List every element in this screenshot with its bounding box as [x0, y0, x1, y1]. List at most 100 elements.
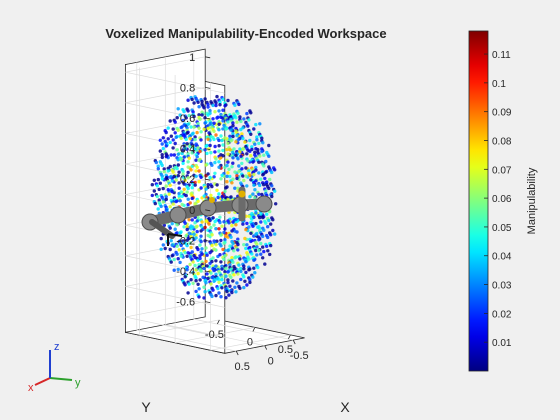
voxel-point [225, 163, 229, 168]
voxel-point [182, 241, 186, 245]
voxel-point [209, 151, 213, 155]
voxel-point [230, 165, 234, 169]
voxel-point [259, 212, 263, 216]
voxel-point [233, 285, 237, 289]
voxel-point [171, 202, 175, 206]
voxel-point [177, 181, 181, 185]
voxel-point [217, 160, 221, 164]
y-tick-mark [288, 334, 291, 340]
voxel-point [160, 155, 164, 160]
voxel-point [181, 118, 185, 123]
z-tick-mark [205, 87, 211, 89]
voxel-point [181, 169, 185, 174]
voxel-point [175, 244, 179, 248]
voxel-point [214, 101, 218, 105]
voxel-point [174, 199, 178, 204]
voxel-point [213, 144, 217, 149]
z-tick-mark [205, 240, 211, 242]
voxel-point [235, 281, 239, 285]
voxel-point [194, 169, 198, 173]
voxel-point [186, 122, 190, 127]
voxel-point [158, 181, 162, 185]
voxel-point [166, 126, 170, 130]
voxel-point [197, 158, 201, 162]
voxel-point [179, 125, 183, 130]
voxel-point [192, 101, 196, 105]
voxel-point [188, 201, 192, 205]
voxel-point [166, 188, 170, 192]
voxel-point [176, 267, 180, 272]
voxel-point [242, 117, 246, 121]
voxel-point [246, 253, 250, 257]
voxel-point [264, 170, 268, 174]
voxel-point [244, 227, 248, 232]
voxel-point [214, 259, 218, 263]
voxel-point [172, 268, 176, 272]
voxel-point [226, 171, 230, 175]
voxel-point [170, 179, 174, 183]
end-effector-frame [167, 233, 183, 237]
voxel-point [249, 231, 253, 235]
voxel-point [267, 186, 271, 191]
voxel-point [226, 197, 230, 202]
voxel-point [267, 143, 271, 148]
voxel-point [192, 114, 196, 119]
voxel-point [267, 218, 271, 223]
voxel-point [224, 274, 228, 278]
voxel-point [235, 133, 239, 138]
voxel-point [163, 246, 167, 251]
voxel-point [229, 195, 233, 199]
voxel-point [237, 169, 241, 174]
voxel-point [257, 238, 261, 242]
voxel-point [204, 219, 208, 223]
voxel-point [184, 137, 188, 142]
voxel-point [177, 194, 181, 198]
voxel-point [179, 190, 183, 194]
voxel-point [220, 278, 224, 282]
voxel-point [199, 175, 203, 179]
voxel-point [269, 222, 273, 226]
voxel-point [213, 219, 217, 224]
voxel-point [178, 260, 182, 265]
voxel-point [250, 147, 254, 152]
voxel-point [156, 177, 160, 182]
voxel-point [247, 169, 251, 173]
voxel-point [216, 286, 220, 291]
voxel-point [199, 234, 203, 238]
voxel-point [166, 137, 170, 141]
voxel-point [223, 227, 227, 231]
voxel-point [210, 233, 214, 237]
voxel-point [179, 254, 183, 258]
voxel-point [259, 241, 263, 246]
voxel-point [261, 234, 265, 239]
voxel-point [219, 244, 223, 248]
voxel-point [227, 293, 231, 297]
voxel-point [217, 149, 221, 153]
voxel-point [158, 149, 162, 153]
voxel-point [185, 142, 189, 146]
voxel-point [237, 263, 241, 267]
voxel-point [152, 189, 156, 193]
voxel-point [230, 256, 234, 260]
voxel-point [176, 152, 180, 156]
voxel-point [257, 171, 261, 175]
voxel-point [183, 283, 187, 287]
voxel-point [224, 234, 228, 238]
voxel-point [219, 260, 223, 264]
voxel-point [196, 199, 200, 203]
voxel-point [254, 147, 258, 151]
voxel-point [252, 258, 256, 262]
voxel-point [160, 177, 164, 181]
voxel-point [173, 131, 177, 135]
z-tick-label: -0.4 [176, 266, 195, 278]
voxel-point [254, 179, 258, 183]
voxel-point [236, 242, 240, 247]
robot-joint [199, 199, 217, 217]
voxel-point [193, 180, 197, 185]
voxel-point [261, 215, 265, 220]
voxel-point [185, 254, 189, 258]
z-tick-label: -0.6 [176, 297, 195, 309]
voxel-point [190, 97, 194, 102]
voxel-point [200, 113, 204, 117]
voxel-point [242, 275, 246, 279]
